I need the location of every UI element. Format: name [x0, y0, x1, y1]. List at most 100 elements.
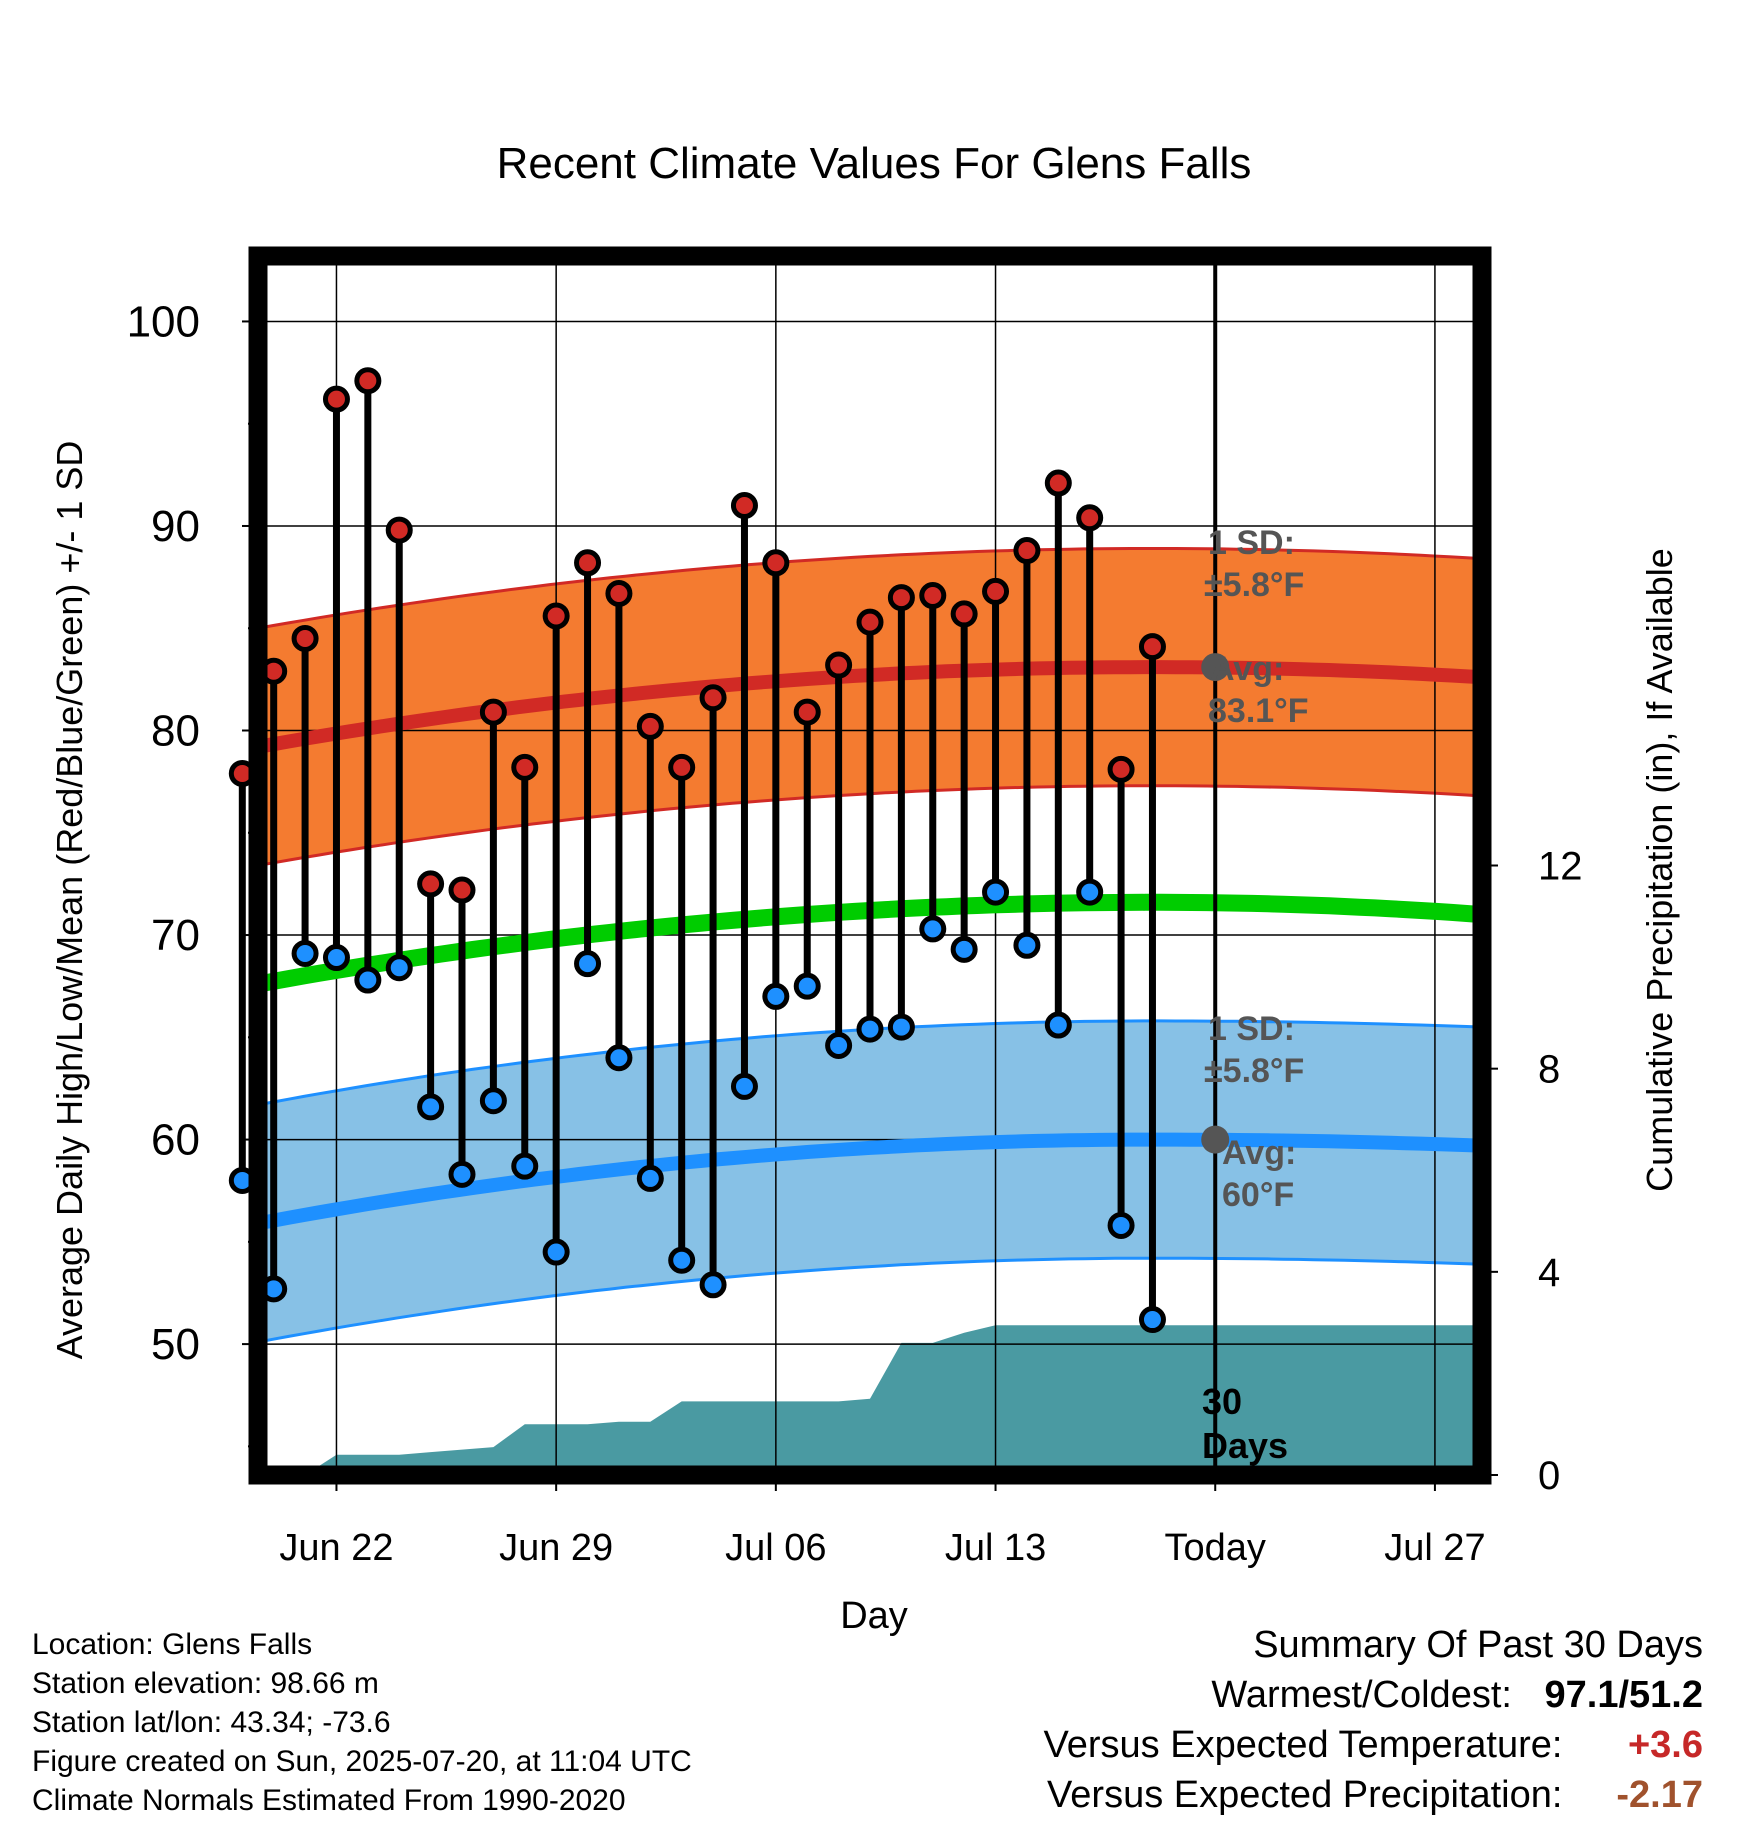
low-temp-point	[762, 982, 790, 1010]
latlon-text: Station lat/lon: 43.34; -73.6	[32, 1706, 391, 1739]
high-temp-point	[322, 385, 350, 413]
plot-area: 1 SD: ±5.8°F Avg: 83.1°F 1 SD: ±5.8°F Avg: 60°F…	[127, 246, 1583, 1569]
high-temp-point	[730, 492, 758, 520]
low-temp-point	[887, 1013, 915, 1041]
precip-value: -2.17	[1616, 1774, 1703, 1816]
x-tick-label: Jun 29	[499, 1527, 613, 1569]
low-temp-point	[668, 1246, 696, 1274]
high-temp-point	[1138, 633, 1166, 661]
today-low-normal-marker	[1201, 1125, 1230, 1154]
high-temp-point	[417, 870, 445, 898]
high-temp-point	[699, 684, 727, 712]
x-tick-label: Today	[1165, 1527, 1266, 1569]
x-tick-label: Jul 06	[725, 1527, 826, 1569]
low-temp-point	[730, 1072, 758, 1100]
y2-tick-label: 8	[1538, 1048, 1560, 1092]
high-temp-point	[856, 608, 884, 636]
low-temp-point	[385, 954, 413, 982]
high-temp-point	[1013, 537, 1041, 565]
y-axis-label: Average Daily High/Low/Mean (Red/Blue/Gr…	[49, 441, 90, 1360]
high-temp-point	[385, 516, 413, 544]
high-temp-point	[1044, 469, 1072, 497]
y2-tick-label: 4	[1538, 1251, 1560, 1295]
warm-cold-value: 97.1/51.2	[1544, 1674, 1703, 1716]
x-tick-label: Jul 27	[1384, 1527, 1485, 1569]
high-temp-point	[448, 876, 476, 904]
high-sd-title: 1 SD:	[1208, 524, 1295, 562]
y2-tick-label: 0	[1538, 1454, 1560, 1498]
y-tick-label: 90	[151, 502, 200, 551]
low-temp-point	[982, 878, 1010, 906]
low-temp-point	[542, 1238, 570, 1266]
low-temp-point	[825, 1031, 853, 1059]
elevation-text: Station elevation: 98.66 m	[32, 1667, 379, 1700]
x-tick-label: Jul 13	[945, 1527, 1046, 1569]
x-tick-label: Jun 22	[279, 1527, 393, 1569]
precip-label: Versus Expected Precipitation:	[1047, 1774, 1563, 1816]
high-temp-point	[793, 698, 821, 726]
temp-row: Versus Expected Temperature: +3.6	[1044, 1720, 1703, 1770]
days-annotation-label: Days	[1202, 1425, 1288, 1466]
low-avg-value: 60°F	[1222, 1176, 1294, 1214]
avg-low-line	[256, 1132, 1483, 1231]
y-tick-label: 70	[151, 911, 200, 960]
low-temp-point	[856, 1015, 884, 1043]
low-temp-point	[919, 915, 947, 943]
low-temp-point	[636, 1164, 664, 1192]
high-temp-point	[668, 753, 696, 781]
high-temp-point	[291, 624, 319, 652]
low-temp-point	[322, 944, 350, 972]
chart-title: Recent Climate Values For Glens Falls	[497, 139, 1252, 188]
high-temp-point	[1076, 504, 1104, 532]
days-annotation-number: 30	[1202, 1381, 1242, 1422]
low-temp-point	[511, 1152, 539, 1180]
summary-panel: Summary Of Past 30 Days Warmest/Coldest:…	[1044, 1620, 1703, 1820]
low-temp-point	[950, 935, 978, 963]
low-temp-point	[1044, 1011, 1072, 1039]
low-temp-point	[793, 972, 821, 1000]
station-info: Location: Glens Falls Station elevation:…	[32, 1625, 692, 1820]
low-temp-point	[1076, 878, 1104, 906]
high-sd-value: ±5.8°F	[1204, 566, 1304, 604]
summary-title: Summary Of Past 30 Days	[1253, 1624, 1703, 1666]
high-temp-point	[762, 549, 790, 577]
low-temp-point	[354, 966, 382, 994]
low-temp-point	[1107, 1211, 1135, 1239]
high-avg-title: Avg:	[1210, 650, 1284, 688]
low-temp-point	[448, 1160, 476, 1188]
y2-tick-label: 12	[1538, 845, 1583, 889]
low-temp-point	[479, 1087, 507, 1115]
high-temp-point	[354, 367, 382, 395]
low-avg-title: Avg:	[1222, 1134, 1296, 1172]
low-temp-point	[574, 950, 602, 978]
high-temp-point	[636, 712, 664, 740]
created-text: Figure created on Sun, 2025-07-20, at 11…	[32, 1745, 692, 1778]
low-temp-point	[699, 1271, 727, 1299]
low-temp-point	[417, 1093, 445, 1121]
high-temp-point	[825, 651, 853, 679]
x-axis-label: Day	[840, 1595, 908, 1637]
temp-value: +3.6	[1627, 1724, 1703, 1766]
high-temp-point	[479, 698, 507, 726]
high-temp-point	[919, 582, 947, 610]
y-tick-label: 60	[151, 1116, 200, 1165]
location-text: Location: Glens Falls	[32, 1628, 313, 1661]
high-temp-point	[511, 753, 539, 781]
y2-axis-label: Cumulative Precipitation (in), If Availa…	[1639, 548, 1680, 1192]
low-sd-value: ±5.8°F	[1204, 1052, 1304, 1090]
low-temp-point	[1138, 1306, 1166, 1334]
high-avg-value: 83.1°F	[1208, 692, 1309, 730]
warm-cold-label: Warmest/Coldest:	[1211, 1674, 1512, 1716]
today-high-normal-marker	[1201, 653, 1230, 682]
low-temp-point	[1013, 931, 1041, 959]
high-temp-point	[950, 600, 978, 628]
low-temp-point	[605, 1044, 633, 1072]
normals-text: Climate Normals Estimated From 1990-2020	[32, 1784, 626, 1817]
low-temp-point	[291, 939, 319, 967]
low-sd-title: 1 SD:	[1208, 1010, 1295, 1048]
y-tick-label: 80	[151, 707, 200, 756]
temp-label: Versus Expected Temperature:	[1043, 1724, 1563, 1766]
high-temp-point	[542, 602, 570, 630]
high-temp-point	[1107, 755, 1135, 783]
